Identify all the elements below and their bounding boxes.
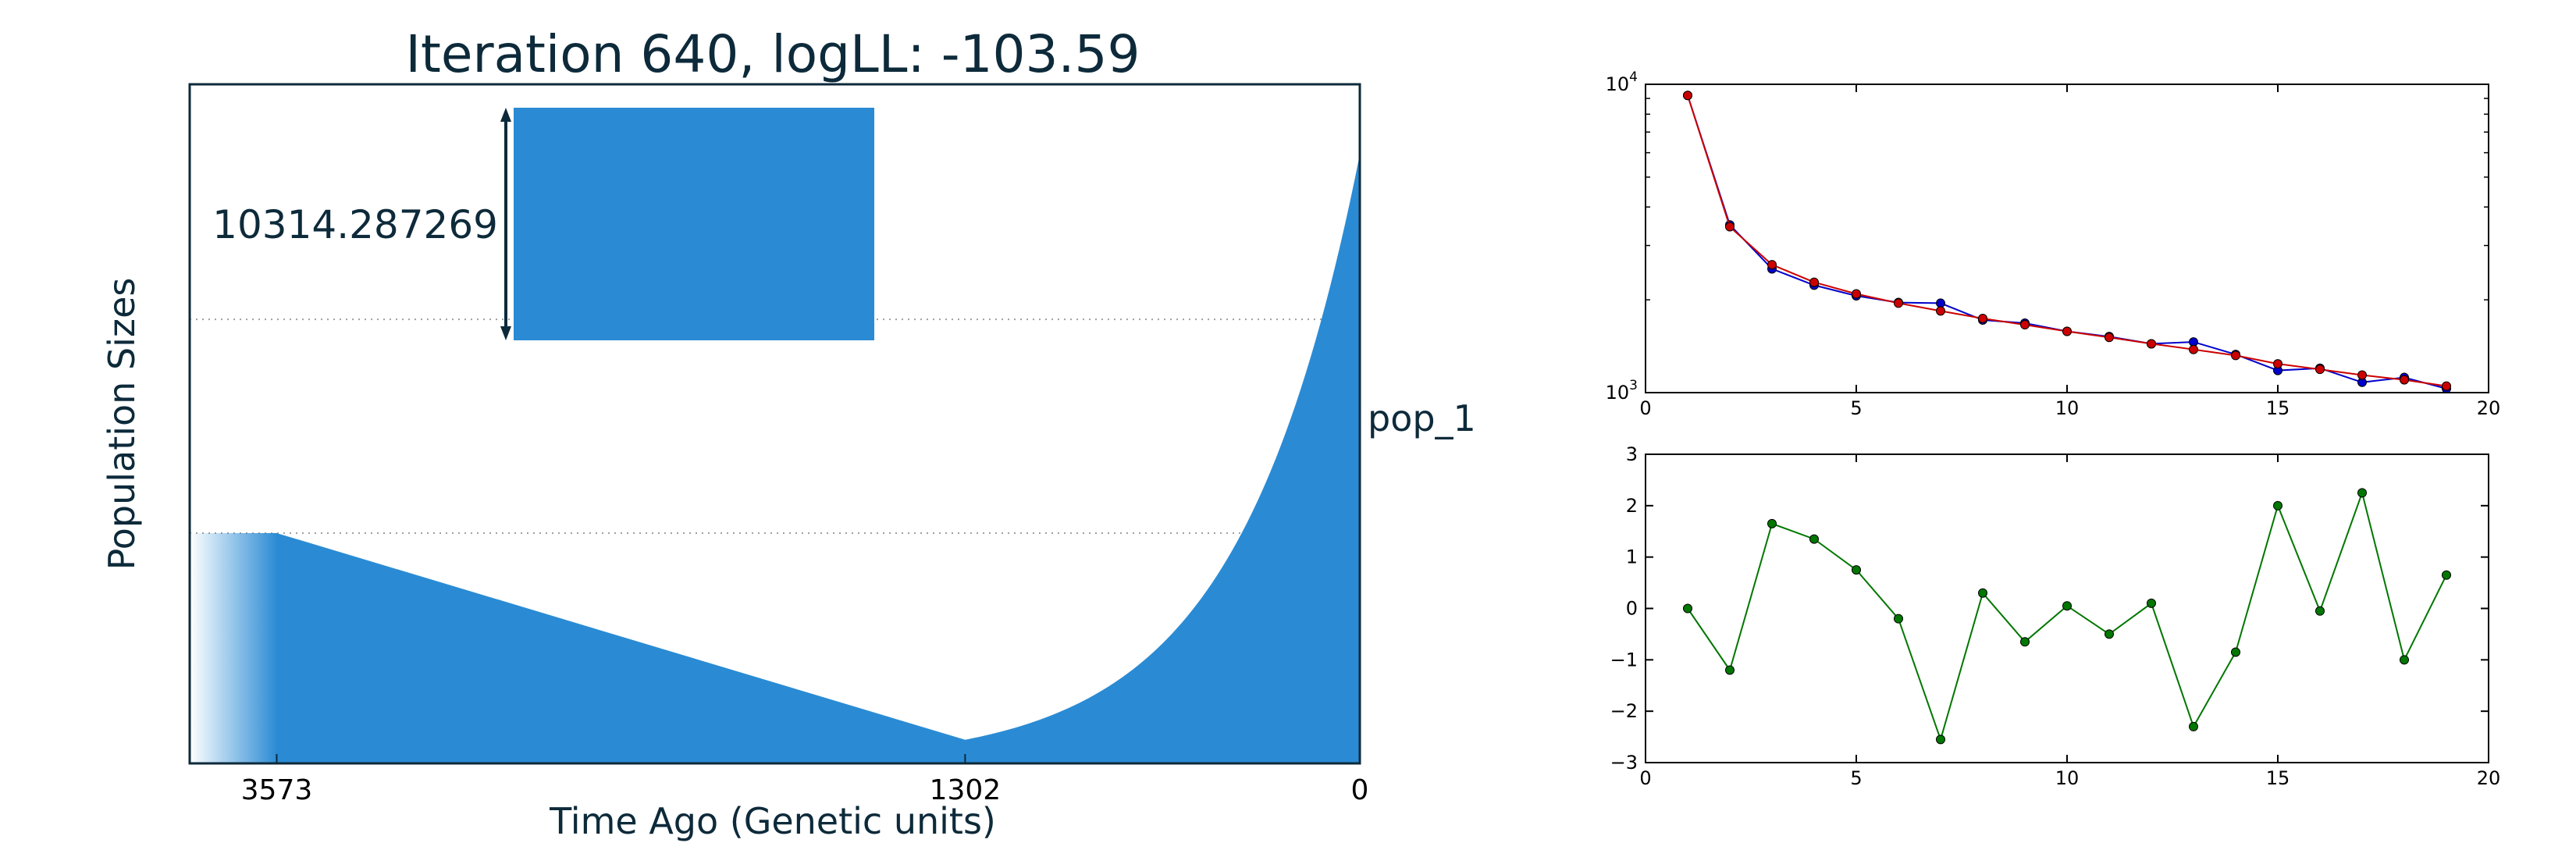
series-point xyxy=(1852,565,1861,575)
series-point xyxy=(2315,365,2325,375)
series-point xyxy=(1767,518,1777,528)
series-point xyxy=(2020,637,2030,647)
population-label-pop-1: pop_1 xyxy=(1368,397,1476,439)
series-point xyxy=(1767,260,1777,270)
y-tick-label: −1 xyxy=(1610,649,1638,670)
series-point xyxy=(2400,655,2409,665)
x-axis-label: Time Ago (Genetic units) xyxy=(549,800,996,842)
y-tick-label: 1 xyxy=(1626,546,1638,568)
series-point xyxy=(2062,601,2072,611)
y-tick-label: −2 xyxy=(1610,700,1638,722)
x-tick-label: 20 xyxy=(2477,397,2501,419)
series-point xyxy=(2273,359,2282,369)
series-point xyxy=(1683,91,1692,101)
x-tick-label: 15 xyxy=(2266,397,2290,419)
y-tick-label: −3 xyxy=(1610,752,1638,774)
y-tick-label: 103 xyxy=(1606,378,1638,404)
series-point xyxy=(2231,350,2240,361)
x-tick-label: 0 xyxy=(1351,774,1369,806)
series-line xyxy=(1687,489,2447,742)
series-point xyxy=(2357,488,2367,498)
residual-panel: 0 5 10 15 20 −3 −2 −1 0 1 2 3 xyxy=(1610,443,2501,789)
residual-axis-ticks: 0 5 10 15 20 −3 −2 −1 0 1 2 3 xyxy=(1610,443,2501,789)
log-axis-ticks: 0 5 10 15 20 103 104 xyxy=(1606,69,2501,419)
series-point xyxy=(1936,735,1945,745)
population-history-panel: Iteration 640, logLL: -103.59 10314.2872… xyxy=(101,24,1476,842)
series-point xyxy=(1936,298,1945,308)
x-tick-label: 5 xyxy=(1850,767,1862,789)
x-tick-label: 10 xyxy=(2055,767,2080,789)
log-scale-panel: 0 5 10 15 20 103 104 xyxy=(1606,69,2501,419)
series-point xyxy=(2147,598,2156,608)
ancestral-fade-area xyxy=(190,532,278,763)
x-tick-label: 0 xyxy=(1639,397,1651,419)
population-area xyxy=(276,154,1361,763)
series-point xyxy=(1725,222,1735,232)
series-point xyxy=(1809,277,1819,287)
x-axis-ticks: 3573 1302 0 xyxy=(241,754,1369,806)
series-point xyxy=(2020,320,2030,330)
x-tick-label: 1302 xyxy=(930,774,1002,806)
series-point xyxy=(2231,647,2240,657)
y-tick-label: 2 xyxy=(1626,495,1638,517)
series-point xyxy=(2315,606,2325,616)
series-point xyxy=(2357,370,2367,380)
series-point xyxy=(2062,326,2072,336)
series-point xyxy=(1936,306,1945,316)
series-point xyxy=(1852,289,1861,299)
series-point xyxy=(2147,339,2156,349)
series-point xyxy=(2189,721,2198,731)
series-point xyxy=(1978,588,1987,598)
series-point xyxy=(2105,629,2114,639)
log-series-group xyxy=(1683,91,2451,393)
y-tick-label: 3 xyxy=(1626,443,1638,465)
series-point xyxy=(2105,333,2114,343)
series-point xyxy=(1725,665,1735,675)
series-point xyxy=(1894,614,1903,624)
x-tick-label: 20 xyxy=(2477,767,2501,789)
x-tick-label: 3573 xyxy=(241,774,313,806)
series-point xyxy=(1683,603,1692,614)
y-tick-label: 104 xyxy=(1606,69,1638,95)
y-tick-label: 0 xyxy=(1626,598,1638,620)
x-tick-label: 0 xyxy=(1639,767,1651,789)
series-point xyxy=(1894,298,1903,308)
scale-bar-rect xyxy=(514,108,874,340)
x-tick-label: 15 xyxy=(2266,767,2290,789)
series-point xyxy=(2442,381,2451,391)
scale-bar-arrowhead-top xyxy=(500,108,511,122)
plot-frame xyxy=(188,83,1361,765)
chart-title: Iteration 640, logLL: -103.59 xyxy=(406,24,1140,84)
y-axis-label: Population Sizes xyxy=(101,278,143,571)
series-point xyxy=(2189,344,2198,354)
series-line xyxy=(1687,94,2447,387)
series-point xyxy=(2273,500,2282,510)
scale-bar-arrowhead-bottom xyxy=(500,326,511,340)
series-line xyxy=(1687,94,2447,389)
series-point xyxy=(1809,534,1819,544)
scale-bar-label: 10314.287269 xyxy=(212,202,498,247)
residual-series-group xyxy=(1683,488,2451,745)
series-point xyxy=(2400,375,2409,385)
series-point xyxy=(2442,570,2451,580)
series-point xyxy=(1978,313,1987,323)
x-tick-label: 5 xyxy=(1850,397,1862,419)
log-plot-frame xyxy=(1645,84,2489,393)
x-tick-label: 10 xyxy=(2055,397,2080,419)
